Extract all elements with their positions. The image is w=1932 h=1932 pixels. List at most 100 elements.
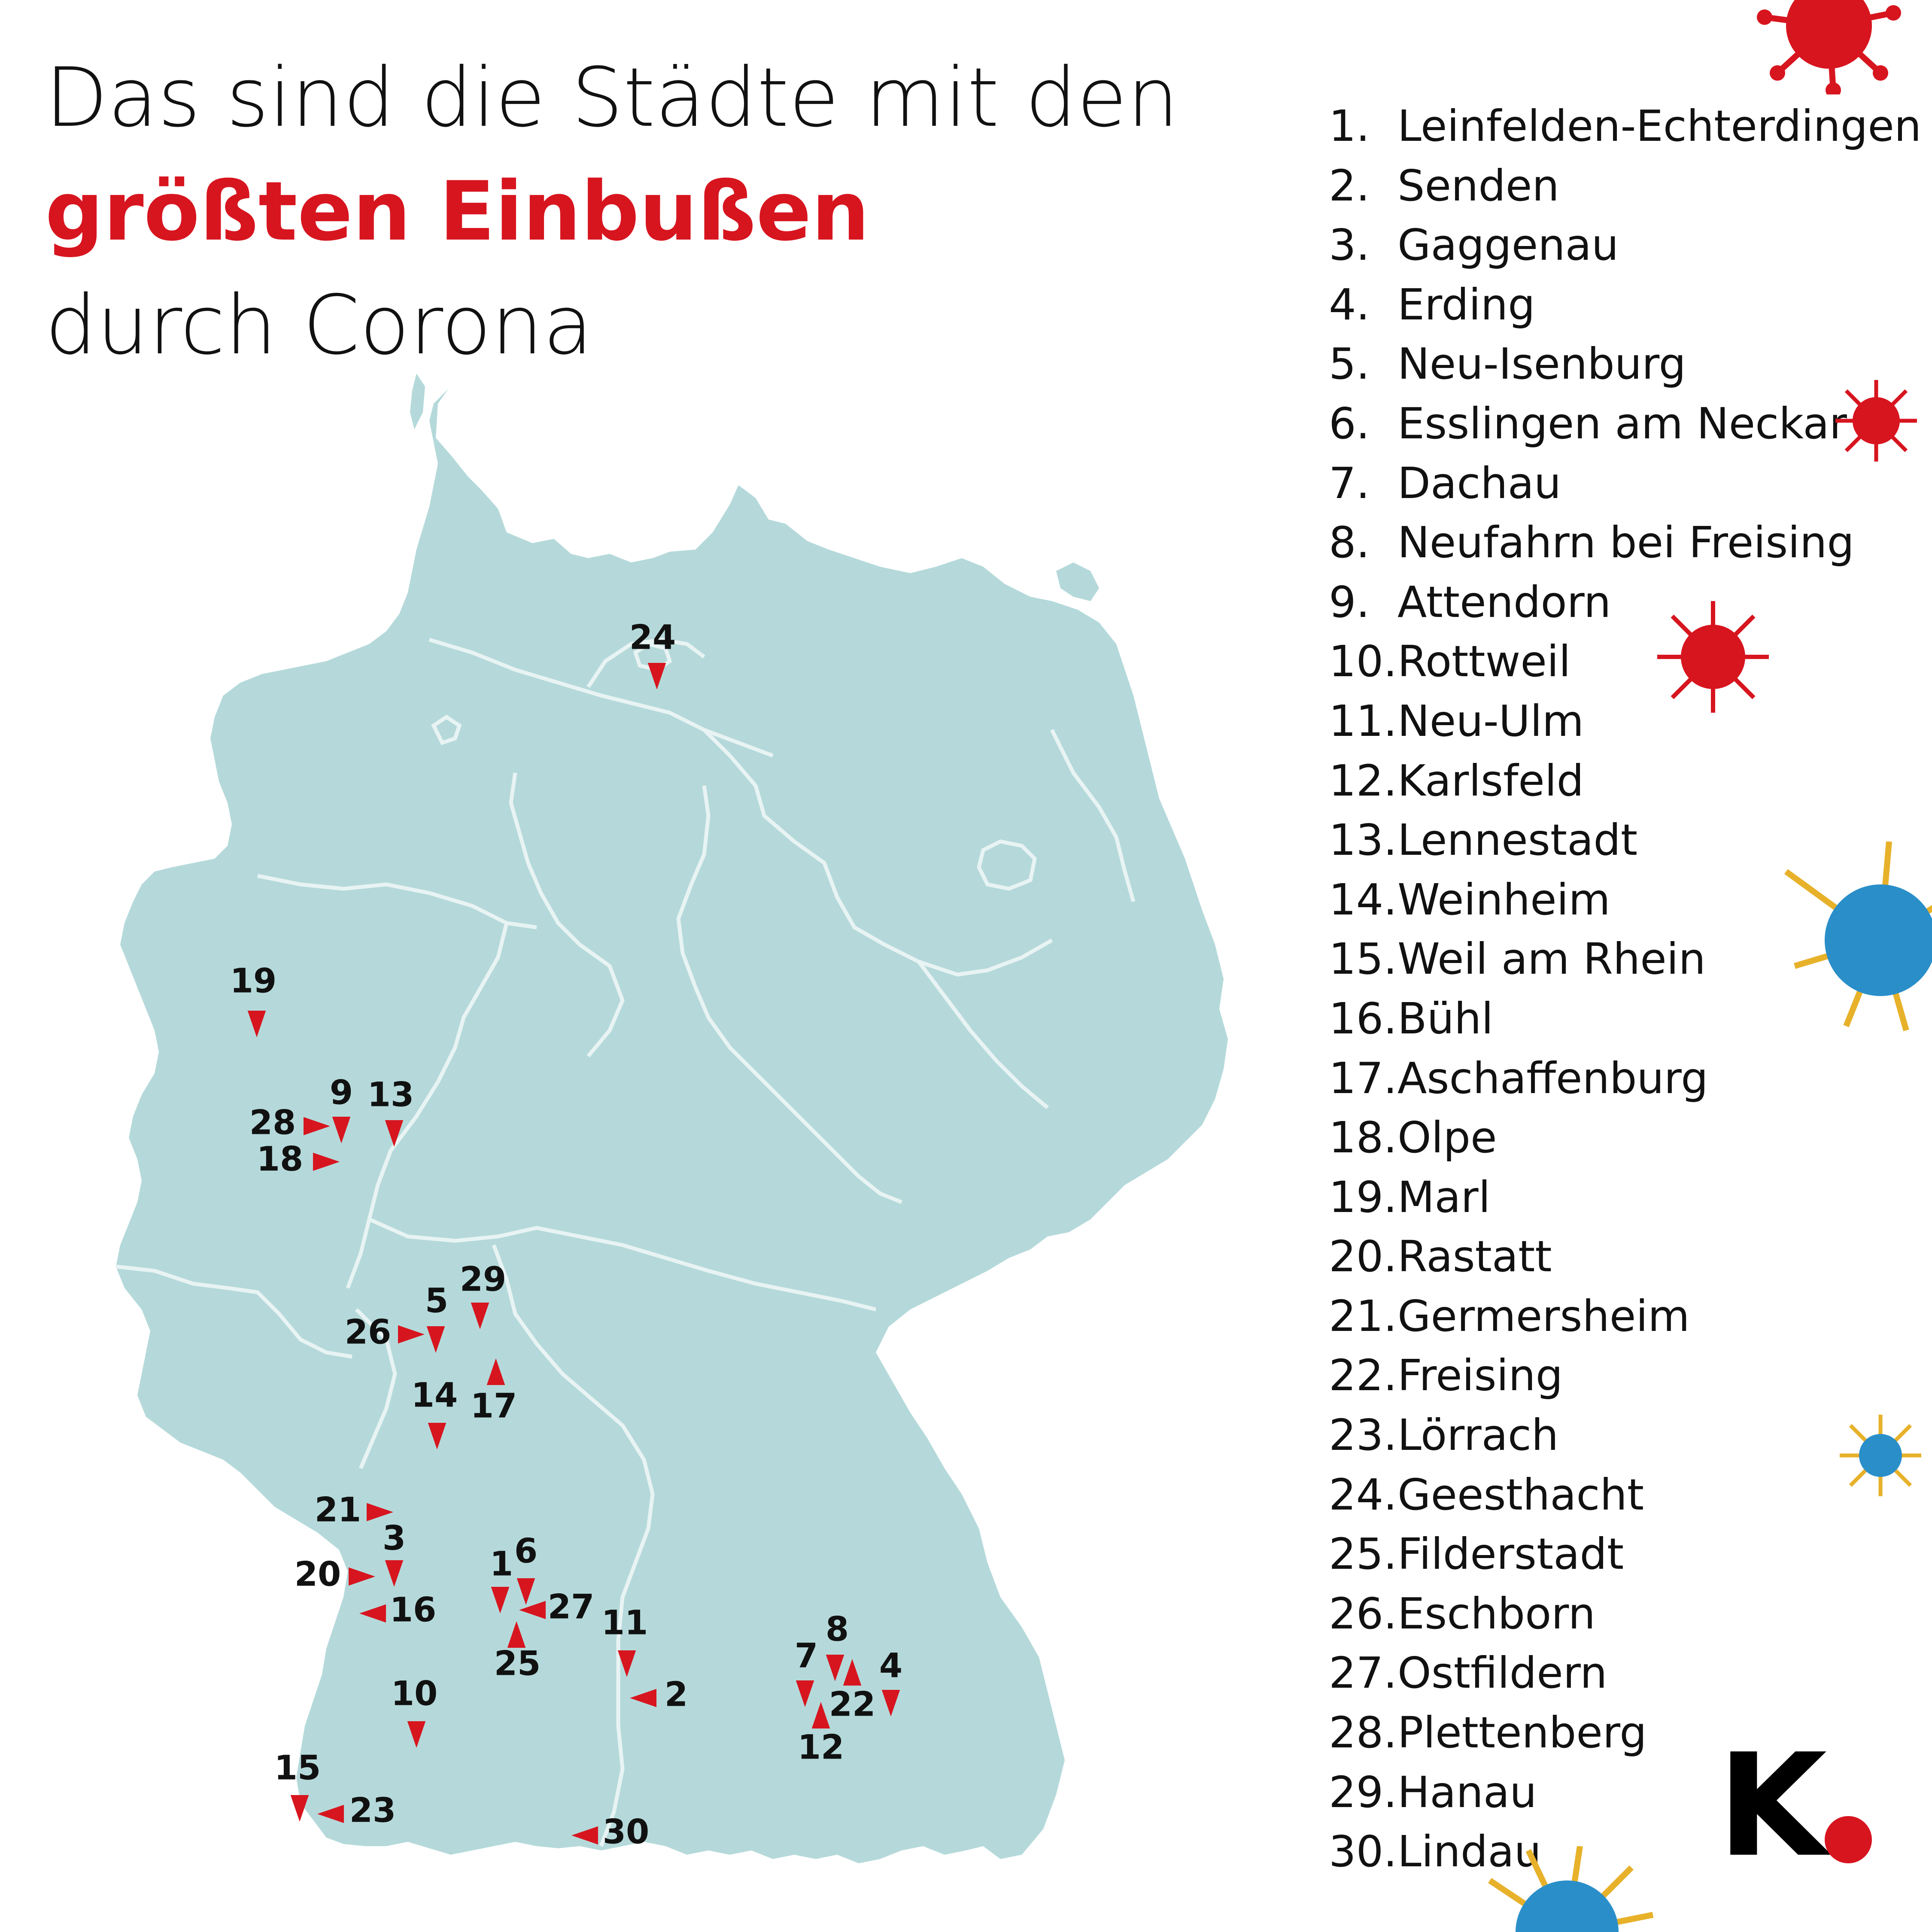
rank-number: 28. [1329,1707,1397,1758]
ranking-item: 29.Hanau [1329,1763,1921,1823]
marker-label: 24 [629,618,676,657]
marker-label: 1 [490,1545,513,1583]
city-marker: 3 [383,1519,406,1587]
rank-number: 21. [1329,1291,1397,1341]
city-marker: 21 [315,1491,393,1529]
marker-label: 4 [879,1646,902,1685]
city-name: Senden [1397,160,1559,211]
logo-dot [1825,1816,1872,1863]
ranking-item: 26.Eschborn [1329,1584,1921,1644]
ranking-item: 13.Lennestadt [1329,811,1921,870]
ranking-item: 23.Lörrach [1329,1406,1921,1465]
rank-number: 11. [1329,696,1397,746]
rank-number: 7. [1329,458,1370,508]
marker-arrow [491,1587,510,1613]
marker-label: 21 [315,1491,361,1529]
city-marker: 30 [571,1813,649,1851]
marker-label: 14 [411,1376,458,1415]
north-sea-island [410,374,425,429]
marker-arrow [385,1120,404,1147]
ranking-item: 24.Geesthacht [1329,1465,1921,1525]
rank-number: 4. [1329,279,1370,330]
rank-number: 12. [1329,755,1397,806]
city-marker: 29 [460,1260,506,1329]
marker-arrow [398,1325,425,1344]
city-marker: 1 [490,1545,513,1613]
city-marker: 7 [795,1637,818,1707]
marker-label: 12 [798,1728,844,1767]
marker-arrow [304,1117,330,1136]
marker-label: 2 [665,1675,688,1714]
ranking-item: 7. Dachau [1329,454,1921,513]
marker-arrow [332,1117,351,1143]
marker-arrow [247,1011,266,1037]
city-name: Hanau [1397,1767,1537,1817]
city-name: Esslingen am Neckar [1397,398,1847,449]
city-name: Attendorn [1397,577,1611,627]
city-name: Freising [1397,1350,1563,1401]
city-name: Rottweil [1397,636,1571,687]
ranking-item: 16.Bühl [1329,989,1921,1049]
ranking-list: 1. Leinfelden-Echterdingen 2. Senden 3. Gagge… [1329,97,1921,1882]
city-marker: 5 [425,1282,448,1353]
city-marker: 25 [494,1621,541,1683]
marker-label: 30 [603,1813,650,1851]
rank-number: 16. [1329,993,1397,1044]
ranking-item: 9. Attendorn [1329,573,1921,632]
ranking-item: 14.Weinheim [1329,870,1921,930]
city-marker: 6 [514,1532,538,1605]
marker-label: 23 [349,1791,396,1830]
rank-number: 24. [1329,1469,1397,1520]
logo-letter: K [1717,1739,1832,1868]
baltic-island [1056,562,1099,601]
rank-number: 15. [1329,934,1397,984]
city-name: Gaggenau [1397,220,1619,270]
marker-label: 9 [330,1073,353,1112]
marker-label: 20 [295,1555,341,1594]
marker-arrow [349,1567,375,1586]
title-highlight: größten Einbußen [45,164,870,259]
city-marker: 11 [601,1604,648,1677]
city-name: Rastatt [1397,1231,1552,1282]
ranking-item: 10.Rottweil [1329,632,1921,692]
virus-icon [1757,0,1901,94]
ranking-item: 2. Senden [1329,156,1921,216]
city-name: Olpe [1397,1112,1497,1163]
city-name: Plettenberg [1397,1707,1647,1758]
city-name: Leinfelden-Echterdingen [1397,101,1922,151]
city-name: Geesthacht [1397,1469,1644,1520]
rank-number: 9. [1329,577,1370,627]
city-marker: 22 [829,1659,875,1724]
city-marker: 4 [879,1646,902,1716]
marker-arrow [796,1680,814,1707]
rank-number: 30. [1329,1826,1397,1877]
marker-arrow [317,1804,344,1823]
marker-arrow [385,1560,404,1587]
city-name: Neu-Ulm [1397,696,1584,746]
marker-arrow [826,1655,844,1681]
rank-number: 27. [1329,1648,1397,1698]
city-name: Aschaffenburg [1397,1053,1708,1103]
virus-icon [1488,1846,1654,1932]
city-marker: 18 [257,1140,340,1179]
marker-label: 25 [494,1644,541,1683]
ranking-item: 19.Marl [1329,1168,1921,1227]
city-name: Marl [1397,1172,1491,1222]
city-name: Karlsfeld [1397,755,1584,806]
rank-number: 2. [1329,160,1370,211]
marker-label: 11 [601,1604,648,1642]
ranking-item: 8. Neufahrn bei Freising [1329,513,1921,573]
city-marker: 20 [295,1555,375,1594]
virus-icon [1840,1415,1921,1496]
rank-number: 20. [1329,1231,1397,1282]
ranking-item: 15.Weil am Rhein [1329,930,1921,989]
marker-label: 28 [249,1103,296,1142]
city-marker: 10 [391,1674,437,1748]
city-marker: 28 [249,1103,330,1142]
marker-label: 16 [390,1591,437,1629]
rank-number: 14. [1329,874,1397,925]
rank-number: 29. [1329,1767,1397,1817]
city-marker: 8 [826,1610,849,1681]
city-marker: 12 [798,1702,844,1767]
ranking-item: 28.Plettenberg [1329,1703,1921,1763]
